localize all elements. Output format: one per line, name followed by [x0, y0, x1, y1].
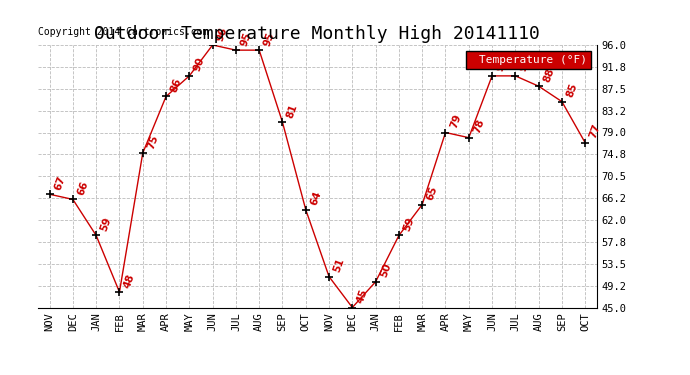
Text: 67: 67 [52, 174, 67, 192]
Text: 59: 59 [99, 216, 113, 232]
Text: 51: 51 [332, 257, 346, 274]
Text: 64: 64 [308, 190, 323, 207]
Text: Copyright 2014 Cartronics.com: Copyright 2014 Cartronics.com [38, 27, 208, 37]
Title: Outdoor Temperature Monthly High 20141110: Outdoor Temperature Monthly High 2014111… [95, 26, 540, 44]
Text: 45: 45 [355, 288, 370, 305]
Text: 77: 77 [588, 123, 602, 140]
Text: 95: 95 [239, 30, 253, 47]
Text: 66: 66 [76, 180, 90, 196]
Text: 75: 75 [146, 133, 160, 150]
Text: 81: 81 [285, 102, 299, 119]
Text: 85: 85 [564, 82, 579, 99]
Text: 90: 90 [495, 56, 509, 73]
Text: 95: 95 [262, 30, 276, 47]
Legend: Temperature (°F): Temperature (°F) [466, 51, 591, 69]
Text: 65: 65 [425, 185, 440, 202]
Text: 48: 48 [122, 272, 137, 289]
Text: 90: 90 [192, 56, 206, 73]
Text: 86: 86 [169, 76, 183, 94]
Text: 50: 50 [378, 262, 393, 279]
Text: 79: 79 [448, 112, 462, 130]
Text: 78: 78 [471, 118, 486, 135]
Text: 90: 90 [518, 56, 533, 73]
Text: 96: 96 [215, 25, 230, 42]
Text: 59: 59 [402, 216, 416, 232]
Text: 88: 88 [542, 66, 555, 83]
